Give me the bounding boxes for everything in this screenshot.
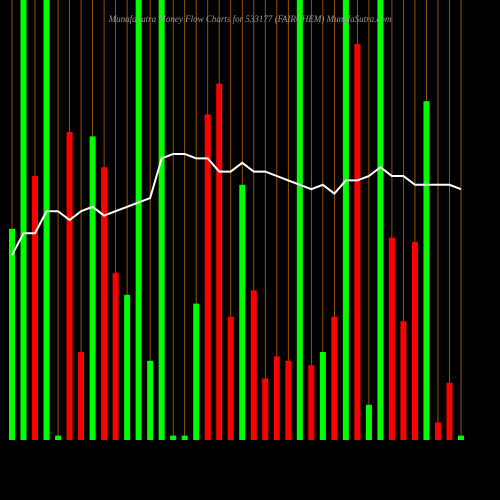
bar [89,136,96,440]
bar [458,435,464,440]
bar [342,0,349,440]
bar [101,167,108,440]
bar [158,0,165,440]
bar [273,356,280,440]
bar [285,360,292,440]
bar [112,272,119,440]
bar [250,290,257,440]
bar [239,184,246,440]
bar [400,321,407,440]
bar [43,0,50,440]
bar [331,316,338,440]
bar [296,0,303,440]
bar [262,378,269,440]
bar [227,316,234,440]
bar [193,303,200,440]
bar [170,435,177,440]
bar [147,360,154,440]
bar [365,404,372,440]
bar [78,352,85,440]
bar [308,365,315,440]
bar [55,435,62,440]
bar [181,435,188,440]
bar [354,44,361,440]
bar [32,176,39,440]
bar [423,101,430,440]
bar [319,352,326,440]
bar [434,422,441,440]
bar [411,242,418,440]
bar [66,132,73,440]
bar [377,0,384,440]
bar [20,0,27,440]
bar [204,114,211,441]
chart-title: MunafaSutra Money Flow Charts for 533177… [108,14,392,24]
bar [216,83,223,440]
bar [135,0,142,440]
bar [388,237,395,440]
bar [9,228,15,440]
bar [446,382,453,440]
money-flow-line [11,153,462,256]
bar [124,294,131,440]
